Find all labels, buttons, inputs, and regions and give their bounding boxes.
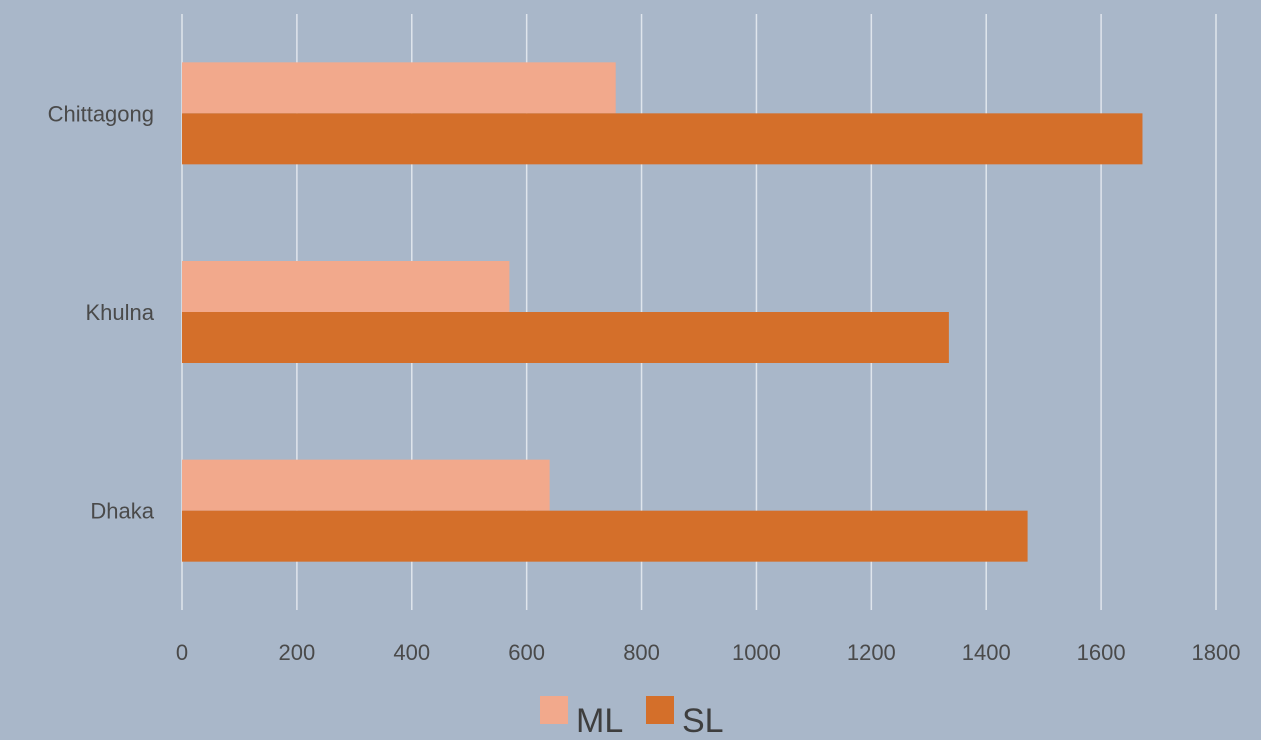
legend-swatch-ml [540,696,568,724]
y-axis-categories: Dhaka Khulna Chittagong [48,101,155,523]
legend-swatch-sl [646,696,674,724]
legend-label-ml: ML [576,702,623,740]
bar-ml-dhaka [182,459,550,511]
x-tick-label: 1400 [962,640,1011,665]
x-axis-ticks: 0 200 400 600 800 1000 1200 1400 1600 1800 [176,640,1241,665]
bar-sl-khulna [182,312,949,363]
bar-sl-dhaka [182,510,1028,562]
x-tick-label: 600 [508,640,545,665]
x-tick-label: 800 [623,640,660,665]
bar-sl-chittagong [182,113,1143,165]
x-tick-label: 1600 [1077,640,1126,665]
bar-ml-chittagong [182,62,616,114]
bar-ml-khulna [182,261,510,312]
x-tick-label: 1000 [732,640,781,665]
x-tick-label: 400 [393,640,430,665]
y-category-label: Chittagong [48,101,154,126]
legend: ML SL [540,696,724,740]
y-category-label: Dhaka [90,499,154,524]
x-tick-label: 1200 [847,640,896,665]
y-category-label: Khulna [85,300,154,325]
bars [182,62,1143,562]
x-tick-label: 1800 [1192,640,1241,665]
legend-label-sl: SL [682,702,724,740]
x-tick-label: 0 [176,640,188,665]
x-tick-label: 200 [279,640,316,665]
